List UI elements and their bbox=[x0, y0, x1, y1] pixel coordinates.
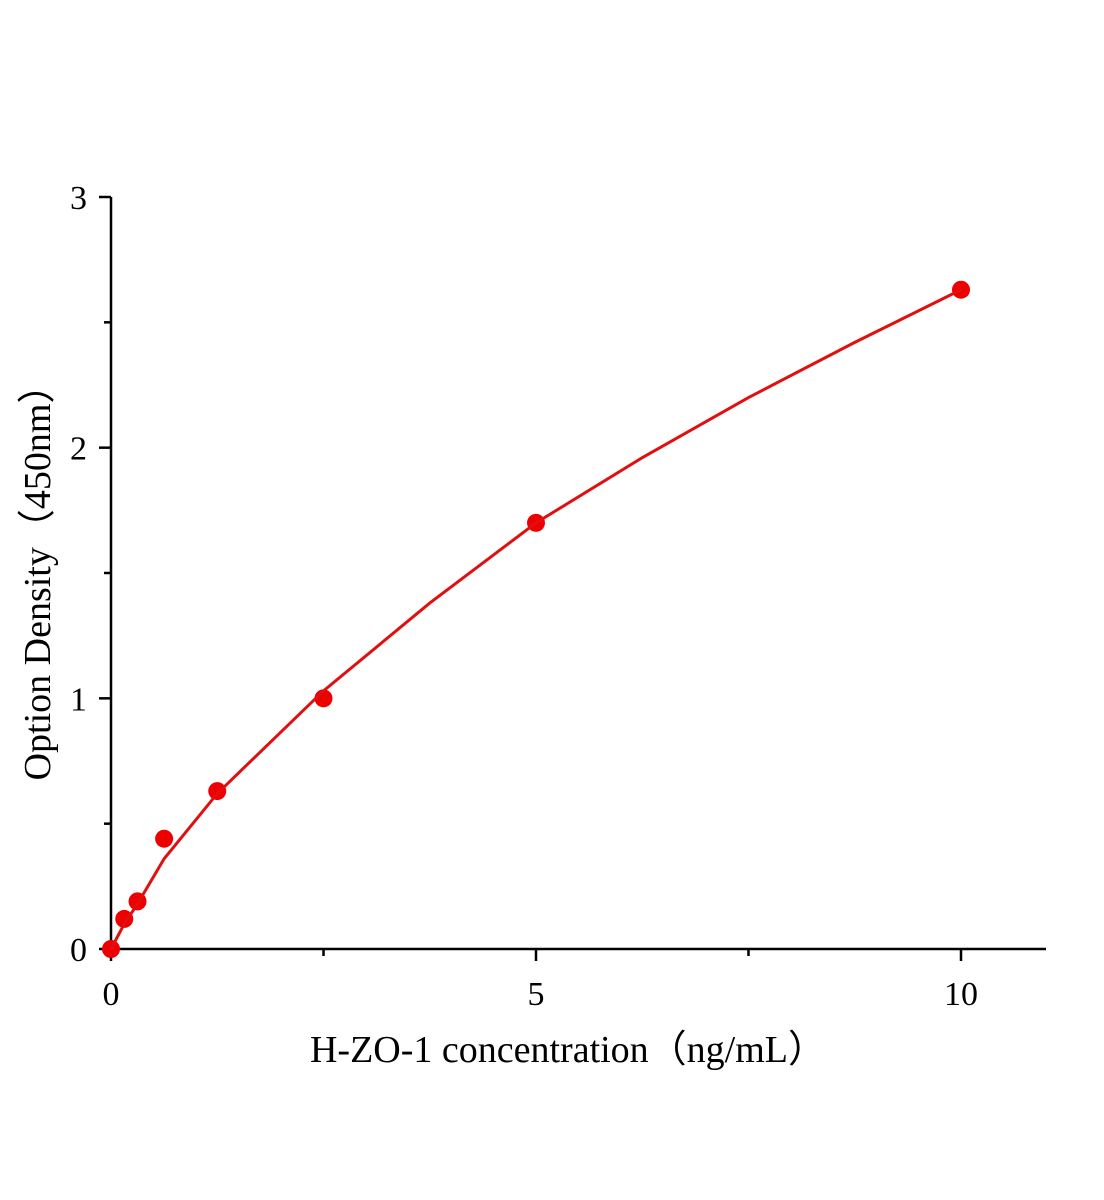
y-tick-label: 0 bbox=[70, 932, 87, 969]
y-tick-label: 3 bbox=[70, 180, 87, 217]
x-tick-label: 5 bbox=[528, 976, 545, 1013]
fit-curve bbox=[109, 288, 962, 950]
x-tick-label: 0 bbox=[103, 976, 120, 1013]
data-point bbox=[155, 829, 174, 848]
y-axis-label: Option Density（450nm） bbox=[17, 366, 59, 781]
data-point bbox=[208, 782, 227, 801]
y-tick-label: 1 bbox=[70, 681, 87, 718]
y-tick-label: 2 bbox=[70, 431, 87, 468]
x-tick-label: 10 bbox=[944, 976, 978, 1013]
x-axis-label: H-ZO-1 concentration（ng/mL） bbox=[310, 1029, 826, 1071]
